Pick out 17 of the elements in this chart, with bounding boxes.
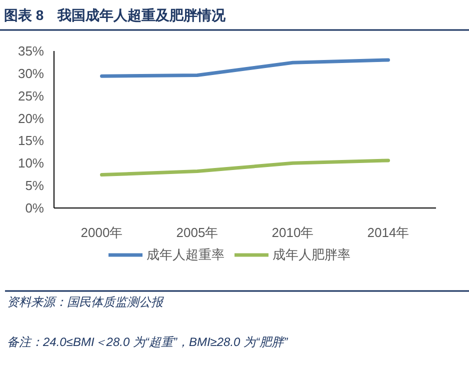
text: 备注：24.0≤BMI＜28.0 为“超重”，BMI≥28.0 为“肥胖” [7, 335, 289, 349]
x-tick-label: 2005年 [176, 225, 218, 240]
y-tick-label: 10% [18, 156, 44, 171]
legend-label: 成年人超重率 [146, 247, 224, 262]
y-tick-label: 15% [18, 133, 44, 148]
y-tick-label: 20% [18, 110, 44, 126]
y-tick-label: 25% [18, 88, 44, 104]
y-tick-label: 5% [25, 178, 44, 194]
y-tick-label: 0% [25, 200, 44, 216]
x-tick-label: 2000年 [80, 225, 123, 240]
chart-title: 图表 8 我国成年人超重及肥胖情况 [4, 7, 227, 23]
y-tick-label: 35% [18, 44, 44, 58]
y-tick-label: 30% [18, 66, 44, 81]
x-tick-label: 2014年 [367, 225, 410, 240]
x-tick-label: 2010年 [272, 225, 314, 240]
legend-label: 成年人肥胖率 [272, 247, 350, 262]
text: 资料来源：国民体质监测公报 [7, 295, 164, 309]
